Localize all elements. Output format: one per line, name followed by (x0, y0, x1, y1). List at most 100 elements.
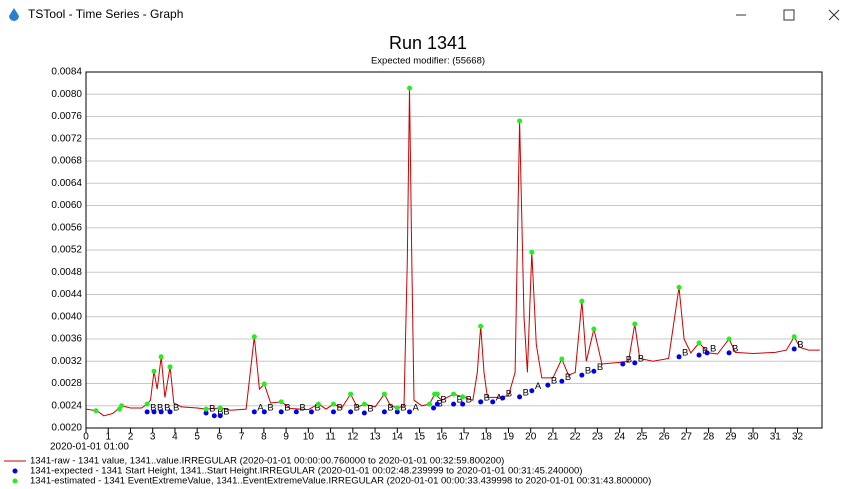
data-point (251, 334, 257, 340)
y-tick-label: 0.0068 (51, 156, 82, 167)
data-point (696, 340, 702, 346)
close-button[interactable] (828, 9, 840, 21)
data-point (726, 350, 732, 356)
x-tick-label: 19 (503, 432, 515, 443)
data-point (361, 401, 367, 407)
data-point (407, 85, 413, 91)
point-flag: B (702, 346, 708, 357)
point-flag: B (523, 387, 529, 398)
x-tick-label: 16 (436, 432, 448, 443)
point-flag: B (710, 343, 716, 354)
data-point (500, 395, 506, 401)
y-tick-label: 0.0084 (51, 67, 82, 78)
data-point (217, 405, 223, 411)
y-tick-label: 0.0064 (51, 178, 82, 189)
y-tick-label: 0.0044 (51, 289, 82, 300)
x-tick-label: 6 (217, 432, 223, 443)
data-point (726, 336, 732, 342)
data-point (394, 409, 400, 415)
data-point (460, 401, 466, 407)
data-point (217, 413, 223, 419)
data-point (167, 364, 173, 370)
legend-symbol (12, 468, 18, 474)
point-flag: B (367, 403, 373, 414)
y-tick-label: 0.0056 (51, 222, 82, 233)
x-tick-label: 27 (681, 432, 693, 443)
data-point (434, 401, 440, 407)
data-point (559, 356, 565, 362)
data-point (529, 388, 535, 394)
x-tick-label: 32 (792, 432, 804, 443)
point-flag: B (638, 353, 644, 364)
point-flag: B (440, 395, 446, 406)
data-point (278, 399, 284, 405)
point-flag: B (173, 402, 179, 413)
data-point (315, 401, 321, 407)
point-flag: B (597, 362, 603, 373)
point-flag: B (336, 402, 342, 413)
x-tick-label: 2 (128, 432, 134, 443)
y-tick-label: 0.0028 (51, 378, 82, 389)
data-point (144, 401, 150, 407)
point-flag: B (267, 402, 273, 413)
x-tick-label: 25 (636, 432, 648, 443)
y-tick-label: 0.0076 (51, 111, 82, 122)
data-point (451, 391, 457, 397)
data-point (579, 372, 585, 378)
legend-symbol (12, 478, 18, 484)
data-point (348, 409, 354, 415)
x-tick-label: 28 (703, 432, 715, 443)
x-tick-label: 18 (481, 432, 493, 443)
plot-frame (85, 71, 823, 429)
data-point (278, 409, 284, 415)
data-point (676, 284, 682, 290)
data-point (478, 323, 484, 329)
x-tick-label: 5 (194, 432, 200, 443)
data-point (517, 118, 523, 124)
point-flag: B (284, 402, 290, 413)
data-point (293, 409, 299, 415)
data-point (545, 382, 551, 388)
data-point (579, 298, 585, 304)
data-point (620, 361, 626, 367)
point-flag: B (223, 406, 229, 417)
data-point (451, 401, 457, 407)
data-point (261, 381, 267, 387)
x-tick-label: 23 (592, 432, 604, 443)
data-point (119, 403, 125, 409)
y-tick-label: 0.0020 (51, 423, 82, 434)
title-bar (0, 0, 858, 30)
x-tick-label: 30 (748, 432, 760, 443)
data-point (632, 360, 638, 366)
point-flag: B (209, 403, 215, 414)
data-point (203, 410, 209, 416)
y-tick-label: 0.0048 (51, 267, 82, 278)
window-title: TSTool - Time Series - Graph (28, 7, 183, 21)
point-flag: B (164, 402, 170, 413)
data-point (93, 408, 99, 414)
x-tick-label: 31 (770, 432, 782, 443)
point-flag: B (400, 402, 406, 413)
point-flag: A (496, 392, 503, 403)
y-tick-label: 0.0040 (51, 311, 82, 322)
data-point (203, 406, 209, 412)
y-tick-label: 0.0052 (51, 245, 82, 256)
data-point (381, 391, 387, 397)
data-point (559, 378, 565, 384)
y-tick-label: 0.0036 (51, 334, 82, 345)
legend-label: 1341-expected - 1341 Start Height, 1341.… (30, 466, 582, 477)
data-point (591, 326, 597, 332)
maximize-button[interactable] (783, 9, 795, 21)
y-tick-label: 0.0080 (51, 89, 82, 100)
data-point (676, 354, 682, 360)
point-flag: B (299, 402, 305, 413)
app-icon (9, 8, 20, 22)
data-point (167, 409, 173, 415)
data-point (696, 352, 702, 358)
x-tick-label: 11 (325, 432, 336, 443)
data-point (158, 409, 164, 415)
x-axis-label: 2020-01-01 01:00 (50, 442, 129, 453)
x-tick-label: 3 (150, 432, 156, 443)
data-point (791, 334, 797, 340)
point-flag: B (732, 343, 738, 354)
